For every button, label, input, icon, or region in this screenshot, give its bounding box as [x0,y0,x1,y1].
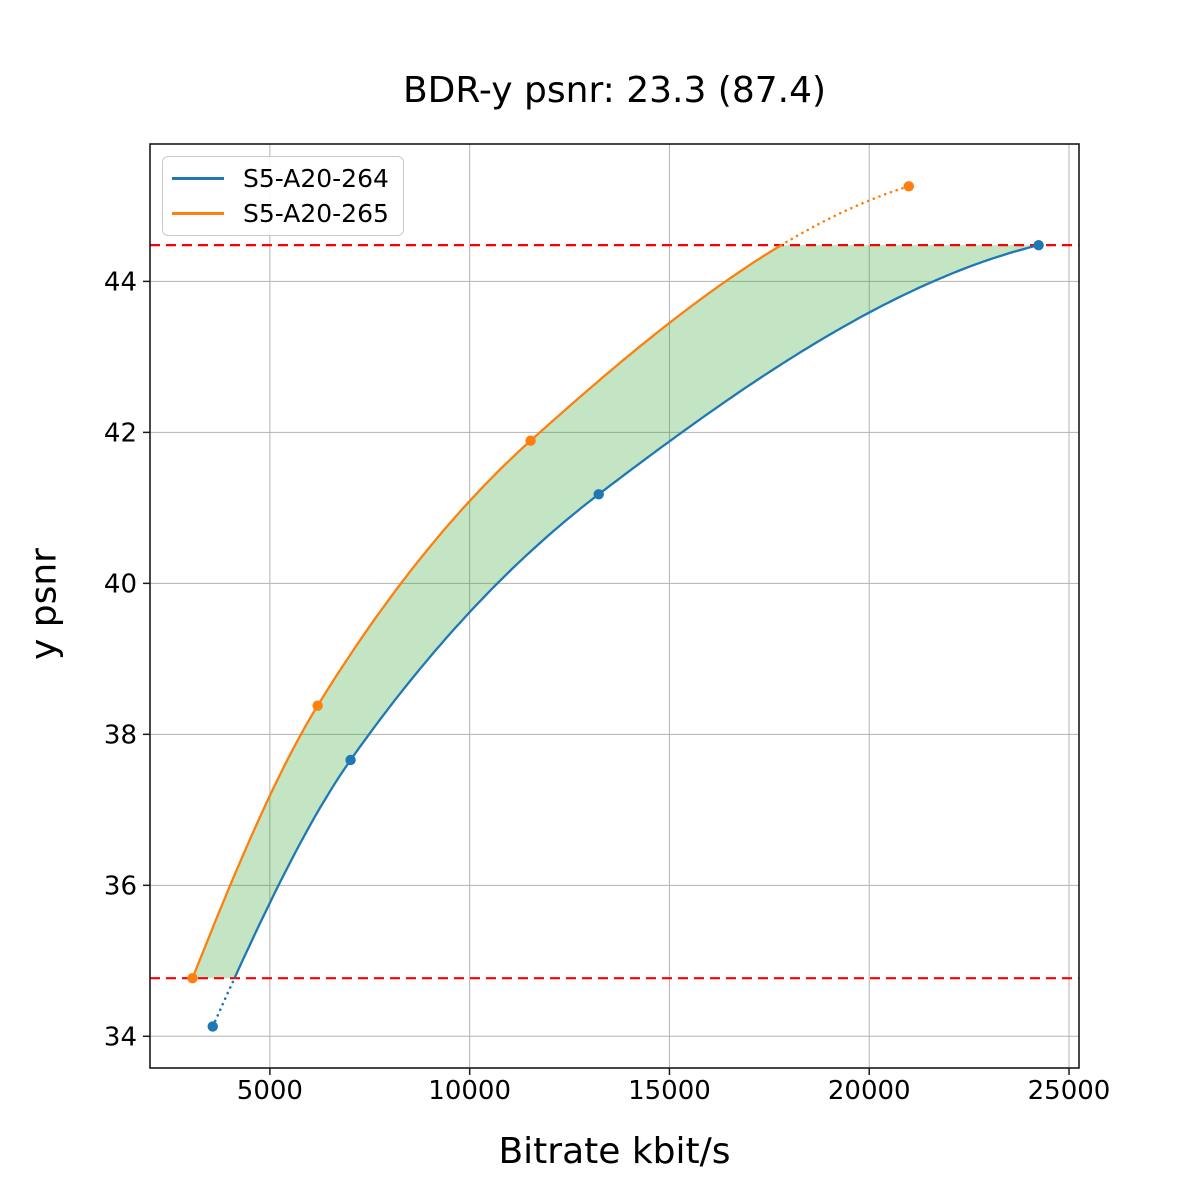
legend-label: S5-A20-265 [243,199,389,228]
y-tick-label: 40 [104,569,137,599]
data-point-s5-a20-264 [207,1021,218,1032]
x-tick-label: 5000 [237,1076,303,1106]
x-tick-label: 10000 [428,1076,511,1106]
legend-item: S5-A20-265 [172,196,389,231]
y-tick-label: 34 [104,1022,137,1052]
y-tick-label: 42 [104,418,137,448]
y-tick-label: 36 [104,871,137,901]
data-point-s5-a20-265 [187,972,198,984]
bd-area-fill [192,245,1039,979]
legend-line-sample [172,212,224,215]
x-tick-label: 25000 [1028,1076,1111,1106]
x-tick-label: 20000 [828,1076,911,1106]
series-265-curve [191,244,782,979]
legend-line-sample [172,177,224,180]
series-264-dotted [211,976,236,1028]
chart-title: BDR-y psnr: 23.3 (87.4) [402,70,827,111]
data-point-s5-a20-265 [903,181,914,192]
data-point-s5-a20-264 [1033,239,1044,251]
data-point-s5-a20-264 [345,754,356,766]
x-axis-label: Bitrate kbit/s [498,1131,731,1172]
data-point-s5-a20-265 [525,435,536,446]
y-tick-label: 38 [104,720,137,750]
data-point-s5-a20-265 [312,700,323,711]
legend: S5-A20-264 S5-A20-265 [162,156,404,236]
y-axis-label: y psnr [23,548,65,660]
series-264-curve [233,244,1039,979]
x-tick-label: 15000 [628,1076,711,1106]
legend-item: S5-A20-264 [172,161,389,196]
data-point-s5-a20-264 [593,489,604,500]
legend-label: S5-A20-264 [243,164,389,193]
series-265-dotted [779,185,911,247]
plot-border [149,143,1080,1069]
y-tick-label: 44 [104,267,137,297]
